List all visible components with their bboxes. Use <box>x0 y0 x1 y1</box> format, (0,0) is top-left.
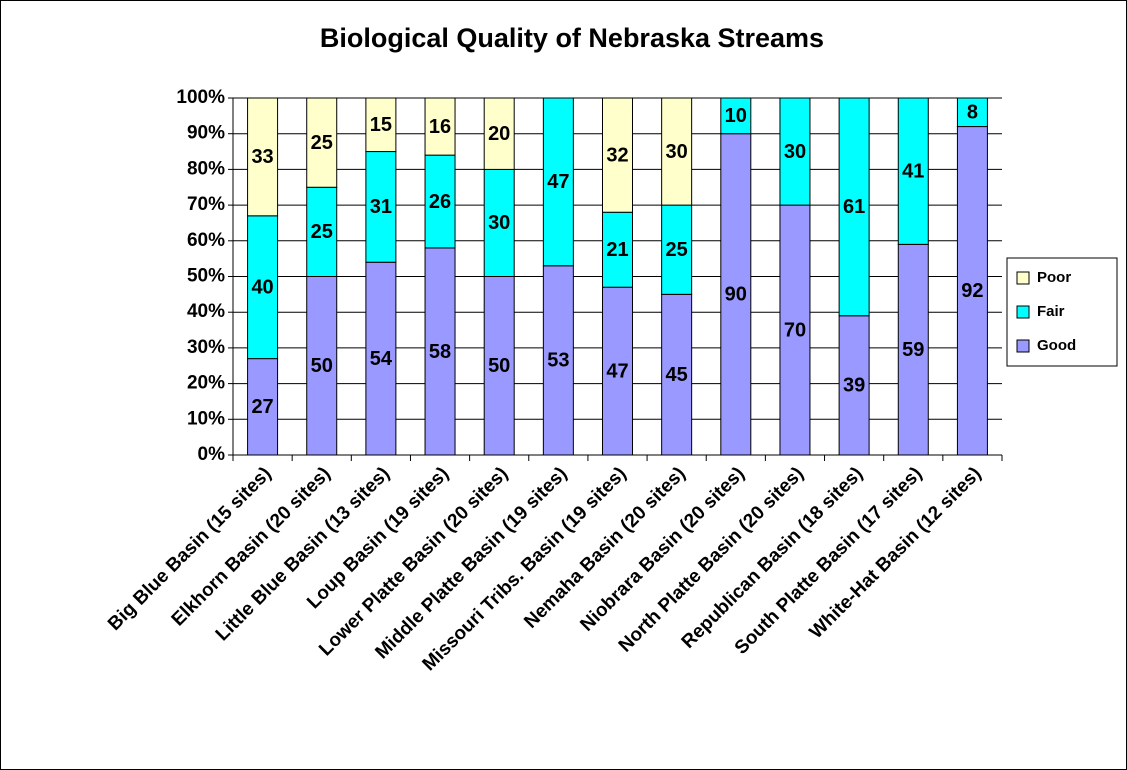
bar-segment <box>306 186 338 277</box>
data-label: 25 <box>311 221 333 243</box>
bar-segment <box>365 151 397 263</box>
data-label: 20 <box>488 123 510 145</box>
y-tick-label: 10% <box>187 408 225 429</box>
data-label: 50 <box>311 355 333 377</box>
bar-segment <box>424 97 456 156</box>
legend-label: Poor <box>1037 269 1071 286</box>
data-label: 92 <box>961 280 983 302</box>
chart-title: Biological Quality of Nebraska Streams <box>320 23 824 53</box>
data-label: 59 <box>902 339 924 361</box>
y-tick-label: 50% <box>187 266 225 287</box>
data-label: 25 <box>311 132 333 154</box>
data-label: 90 <box>725 284 747 306</box>
y-tick-label: 0% <box>198 444 226 465</box>
legend-swatch <box>1016 305 1030 319</box>
data-label: 39 <box>843 375 865 397</box>
bar-segment <box>483 276 515 456</box>
bar-segment <box>247 358 279 456</box>
y-tick-label: 30% <box>187 337 225 358</box>
data-label: 40 <box>251 276 273 298</box>
data-label: 15 <box>370 114 392 136</box>
bar-segment <box>897 97 929 245</box>
legend-label: Good <box>1037 337 1076 354</box>
data-label: 47 <box>606 360 628 382</box>
data-label: 10 <box>725 105 747 127</box>
data-label: 25 <box>666 239 688 261</box>
data-label: 41 <box>902 160 924 182</box>
bar-segment <box>542 97 574 267</box>
bar-segment <box>602 97 633 213</box>
bar-segment <box>779 204 811 456</box>
data-label: 8 <box>967 102 978 124</box>
data-label: 27 <box>251 396 273 418</box>
bar-segment <box>365 97 397 153</box>
legend-swatch <box>1016 271 1030 285</box>
bar-segment <box>483 168 515 277</box>
bar-segment <box>838 315 870 456</box>
bar-segment <box>306 276 338 456</box>
bar-segment <box>365 261 397 456</box>
y-tick-label: 100% <box>176 87 225 108</box>
bar-segment <box>424 247 456 456</box>
bar-segment <box>247 215 279 360</box>
y-tick-label: 60% <box>187 230 225 251</box>
data-label: 30 <box>488 212 510 234</box>
y-tick-label: 70% <box>187 194 225 215</box>
y-tick-label: 20% <box>187 373 225 394</box>
legend-swatch <box>1016 339 1030 353</box>
data-label: 45 <box>666 364 688 386</box>
bar-segment <box>897 243 929 456</box>
data-label: 70 <box>784 319 806 341</box>
data-label: 53 <box>547 350 569 372</box>
bar-segment <box>247 97 279 217</box>
y-tick-label: 80% <box>187 158 225 179</box>
data-label: 30 <box>784 141 806 163</box>
bar-segment <box>661 293 693 456</box>
data-label: 54 <box>370 348 393 370</box>
data-label: 32 <box>606 144 628 166</box>
bar-segment <box>720 133 752 456</box>
bar-segment <box>661 97 693 206</box>
data-label: 31 <box>370 196 392 218</box>
bar-segment <box>956 97 988 128</box>
legend-label: Fair <box>1037 303 1065 320</box>
data-label: 16 <box>429 116 451 138</box>
bar-segment <box>306 97 338 188</box>
bar-segment <box>779 97 811 206</box>
bar-segment <box>483 97 515 170</box>
bar-segment <box>661 204 693 295</box>
data-label: 21 <box>606 239 628 261</box>
y-tick-label: 90% <box>187 123 225 144</box>
data-label: 47 <box>547 171 569 193</box>
y-tick-label: 40% <box>187 301 225 322</box>
bar-segment <box>720 97 752 135</box>
data-label: 58 <box>429 341 451 363</box>
bar-segment <box>956 126 988 456</box>
data-label: 61 <box>843 196 865 218</box>
data-label: 33 <box>251 146 273 168</box>
bar-segment <box>838 97 870 317</box>
data-label: 26 <box>429 191 451 213</box>
data-label: 30 <box>666 141 688 163</box>
data-label: 50 <box>488 355 510 377</box>
